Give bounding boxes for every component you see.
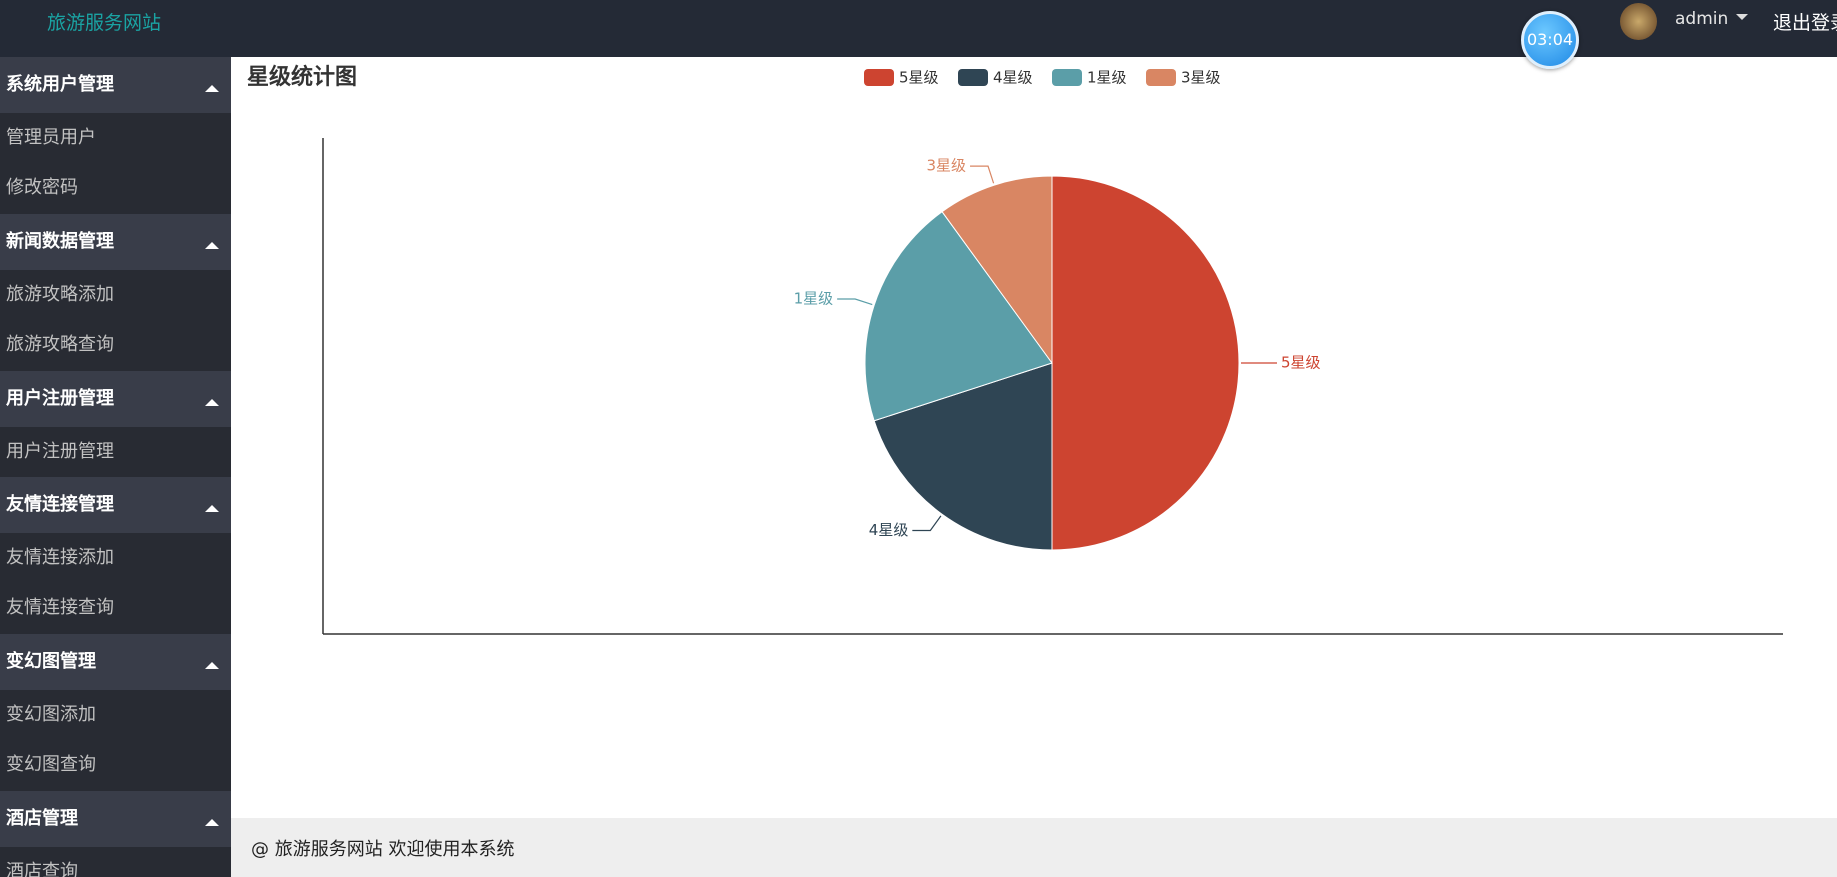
- menu-item[interactable]: 友情连接查询: [6, 597, 114, 619]
- menu-item[interactable]: 用户注册管理: [6, 440, 114, 462]
- slice-label: 5星级: [1281, 354, 1321, 372]
- menu-group[interactable]: 变幻图管理: [0, 633, 231, 690]
- menu-item[interactable]: 管理员用户: [6, 127, 96, 148]
- legend-label[interactable]: 1星级: [1087, 69, 1127, 87]
- menu-group[interactable]: 酒店管理: [0, 790, 231, 847]
- menu-item[interactable]: 友情连接添加: [6, 546, 114, 568]
- legend-label[interactable]: 4星级: [993, 69, 1033, 87]
- slice-label: 4星级: [869, 521, 909, 539]
- chart: 星级统计图 5星级 4星级 1星级 3星级 5星级 4星级 1星级 3星级: [247, 64, 1783, 635]
- slice-label: 1星级: [794, 290, 834, 308]
- footer: @ 旅游服务网站 欢迎使用本系统: [231, 818, 1837, 877]
- timer: 03:04: [1521, 11, 1579, 69]
- pie-slice[interactable]: [864, 211, 1053, 422]
- footer-text: @ 旅游服务网站 欢迎使用本系统: [251, 839, 515, 860]
- legend-swatch[interactable]: [958, 69, 988, 86]
- pie-slice[interactable]: [1051, 175, 1240, 551]
- sidebar: 系统用户管理 管理员用户 修改密码 新闻数据管理 旅游攻略添加 旅游攻略查询 用户注册管理用…: [0, 57, 231, 877]
- menu-item[interactable]: 修改密码: [6, 177, 78, 199]
- legend-label[interactable]: 3星级: [1181, 69, 1221, 87]
- avatar[interactable]: [1620, 3, 1657, 40]
- legend-swatch[interactable]: [1052, 69, 1082, 86]
- legend-swatch[interactable]: [1146, 69, 1176, 86]
- pie-slice[interactable]: [941, 175, 1053, 365]
- menu-group[interactable]: 系统用户管理: [0, 57, 231, 113]
- menu-item[interactable]: 变幻图查询: [6, 754, 96, 776]
- top-bar: 旅游服务网站 03:04 admin 退出登录: [0, 0, 1837, 69]
- menu-item[interactable]: 旅游攻略查询: [6, 334, 114, 356]
- menu-group[interactable]: 用户注册管理: [0, 370, 231, 427]
- site-name[interactable]: 旅游服务网站: [47, 12, 162, 34]
- slice-label: 3星级: [926, 157, 966, 175]
- menu-item[interactable]: 酒店查询: [6, 860, 78, 877]
- menu-item[interactable]: 旅游攻略添加: [6, 283, 114, 305]
- menu-group[interactable]: 新闻数据管理: [0, 213, 231, 270]
- logout[interactable]: 退出登录: [1773, 12, 1837, 34]
- label-line: [837, 298, 873, 306]
- user-menu[interactable]: admin: [1675, 9, 1748, 29]
- menu-group[interactable]: 友情连接管理: [0, 476, 231, 533]
- legend-swatch[interactable]: [864, 69, 894, 86]
- legend-label[interactable]: 5星级: [899, 69, 939, 87]
- chart-title: 星级统计图: [247, 64, 357, 90]
- label-line: [970, 165, 995, 184]
- label-line: [912, 515, 942, 532]
- menu-item[interactable]: 变幻图添加: [6, 703, 96, 725]
- pie-slice[interactable]: [873, 362, 1053, 551]
